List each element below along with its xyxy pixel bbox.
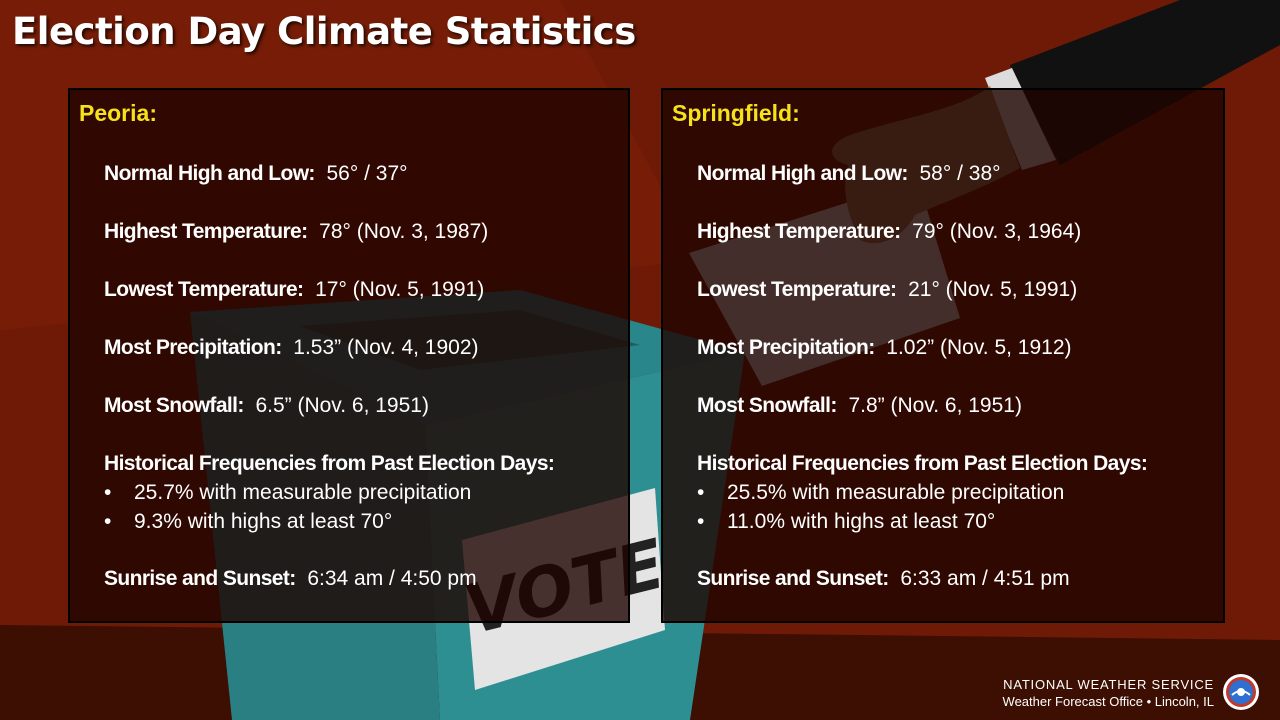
bullet-icon: • (697, 481, 705, 504)
peoria-sun-label: Sunrise and Sunset: (104, 567, 296, 590)
bullet-icon: • (104, 510, 112, 533)
peoria-precip-row: Most Precipitation: 1.53” (Nov. 4, 1902) (104, 336, 479, 360)
springfield-highest-value: 79° (Nov. 3, 1964) (912, 220, 1082, 243)
springfield-precip-row: Most Precipitation: 1.02” (Nov. 5, 1912) (697, 336, 1072, 360)
springfield-lowest-value: 21° (Nov. 5, 1991) (908, 278, 1078, 301)
springfield-freq-heading-text: Historical Frequencies from Past Electio… (697, 452, 1148, 475)
peoria-freq-text: 25.7% with measurable precipitation (134, 481, 472, 504)
page-title: Election Day Climate Statistics (12, 10, 636, 53)
springfield-sun-row: Sunrise and Sunset: 6:33 am / 4:51 pm (697, 567, 1070, 591)
springfield-highest-label: Highest Temperature: (697, 220, 901, 243)
springfield-highest-row: Highest Temperature: 79° (Nov. 3, 1964) (697, 220, 1081, 244)
peoria-snow-row: Most Snowfall: 6.5” (Nov. 6, 1951) (104, 394, 429, 418)
peoria-lowest-value: 17° (Nov. 5, 1991) (315, 278, 485, 301)
peoria-sun-row: Sunrise and Sunset: 6:34 am / 4:50 pm (104, 567, 477, 591)
nws-office-name: Weather Forecast Office • Lincoln, IL (1002, 694, 1214, 709)
peoria-sun-value: 6:34 am / 4:50 pm (307, 567, 477, 590)
springfield-snow-label: Most Snowfall: (697, 394, 837, 417)
peoria-freq-text: 9.3% with highs at least 70° (134, 510, 393, 533)
springfield-panel: Springfield: Normal High and Low: 58° / … (661, 88, 1225, 623)
springfield-lowest-row: Lowest Temperature: 21° (Nov. 5, 1991) (697, 278, 1077, 302)
peoria-normal-row: Normal High and Low: 56° / 37° (104, 162, 408, 186)
peoria-freq-heading: Historical Frequencies from Past Electio… (104, 452, 555, 476)
peoria-highest-label: Highest Temperature: (104, 220, 308, 243)
peoria-freq-item: • 9.3% with highs at least 70° (104, 510, 392, 534)
bullet-icon: • (104, 481, 112, 504)
peoria-city-label: Peoria: (79, 100, 157, 126)
peoria-highest-value: 78° (Nov. 3, 1987) (319, 220, 489, 243)
springfield-sun-value: 6:33 am / 4:51 pm (900, 567, 1070, 590)
springfield-precip-label: Most Precipitation: (697, 336, 875, 359)
nws-logo-icon (1223, 674, 1259, 710)
peoria-panel: Peoria: Normal High and Low: 56° / 37° H… (68, 88, 630, 623)
springfield-freq-text: 11.0% with highs at least 70° (727, 510, 996, 533)
peoria-freq-item: • 25.7% with measurable precipitation (104, 481, 471, 505)
peoria-freq-heading-text: Historical Frequencies from Past Electio… (104, 452, 555, 475)
springfield-sun-label: Sunrise and Sunset: (697, 567, 889, 590)
bullet-icon: • (697, 510, 705, 533)
springfield-freq-heading: Historical Frequencies from Past Electio… (697, 452, 1148, 476)
peoria-snow-value: 6.5” (Nov. 6, 1951) (255, 394, 429, 417)
nws-footer: NATIONAL WEATHER SERVICE Weather Forecas… (1003, 676, 1214, 710)
peoria-normal-value: 56° / 37° (326, 162, 408, 185)
peoria-lowest-row: Lowest Temperature: 17° (Nov. 5, 1991) (104, 278, 484, 302)
peoria-precip-label: Most Precipitation: (104, 336, 282, 359)
peoria-precip-value: 1.53” (Nov. 4, 1902) (293, 336, 479, 359)
nws-org-name: NATIONAL WEATHER SERVICE (1003, 677, 1214, 692)
springfield-snow-value: 7.8” (Nov. 6, 1951) (848, 394, 1022, 417)
springfield-normal-label: Normal High and Low: (697, 162, 908, 185)
springfield-city-label: Springfield: (672, 100, 800, 126)
springfield-precip-value: 1.02” (Nov. 5, 1912) (886, 336, 1072, 359)
peoria-lowest-label: Lowest Temperature: (104, 278, 304, 301)
peoria-normal-label: Normal High and Low: (104, 162, 315, 185)
springfield-normal-row: Normal High and Low: 58° / 38° (697, 162, 1001, 186)
springfield-freq-item: • 11.0% with highs at least 70° (697, 510, 995, 534)
springfield-freq-item: • 25.5% with measurable precipitation (697, 481, 1064, 505)
springfield-freq-text: 25.5% with measurable precipitation (727, 481, 1065, 504)
springfield-snow-row: Most Snowfall: 7.8” (Nov. 6, 1951) (697, 394, 1022, 418)
springfield-lowest-label: Lowest Temperature: (697, 278, 897, 301)
springfield-normal-value: 58° / 38° (919, 162, 1001, 185)
peoria-snow-label: Most Snowfall: (104, 394, 244, 417)
peoria-highest-row: Highest Temperature: 78° (Nov. 3, 1987) (104, 220, 488, 244)
